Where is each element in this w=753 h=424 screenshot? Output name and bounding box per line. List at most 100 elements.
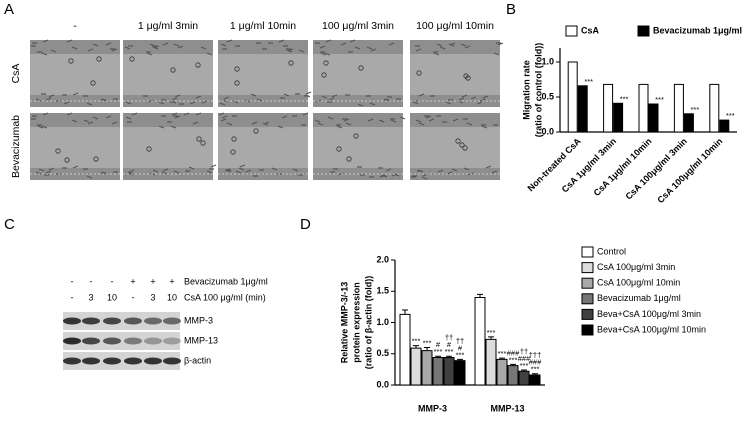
- legend-label: Beva+CsA 100μg/ml 10min: [597, 324, 706, 334]
- cell: [417, 169, 424, 173]
- panel-label: A: [4, 1, 14, 18]
- cell: [320, 52, 327, 56]
- cell: [436, 43, 443, 47]
- micrograph: [218, 39, 312, 107]
- legend-swatch: [581, 308, 594, 320]
- cell: [195, 95, 202, 99]
- cell: [42, 112, 49, 116]
- error-bar: [488, 336, 494, 340]
- significance-label: ***: [691, 105, 700, 114]
- bar: [399, 313, 411, 386]
- particle: [462, 145, 468, 151]
- particle: [170, 67, 176, 73]
- cell: [48, 94, 55, 98]
- panel-label: D: [300, 216, 311, 233]
- particle: [196, 136, 202, 142]
- cell: [340, 42, 347, 46]
- lane-label: 3: [88, 292, 93, 302]
- particle: [336, 146, 342, 152]
- legend-label: Control: [597, 246, 626, 256]
- x-tick-label: MMP-13: [490, 403, 524, 413]
- cell: [349, 39, 356, 43]
- cell: [485, 165, 492, 169]
- band: [63, 337, 81, 345]
- cell: [124, 46, 131, 50]
- cell: [298, 49, 305, 53]
- legend-swatch: [581, 277, 594, 289]
- cell: [218, 112, 225, 116]
- cell: [286, 49, 293, 53]
- bar: [683, 113, 694, 133]
- cell: [221, 115, 228, 119]
- cell: [87, 121, 94, 125]
- significance-label: ***: [531, 365, 540, 374]
- cell: [146, 52, 153, 56]
- micrograph: [410, 113, 500, 180]
- cell: [460, 43, 467, 47]
- cell: [476, 101, 483, 105]
- cell: [437, 169, 444, 173]
- column-header: 1 μg/ml 3min: [138, 20, 198, 32]
- cell: [463, 167, 470, 171]
- cell: [354, 46, 361, 50]
- significance-label: #: [436, 340, 441, 349]
- y-tick-label: 0.5: [541, 91, 554, 101]
- bar: [613, 102, 624, 133]
- significance-label: †††: [529, 351, 542, 360]
- cell: [226, 39, 233, 43]
- cell: [325, 39, 332, 43]
- cell: [170, 125, 177, 129]
- cell: [173, 43, 180, 47]
- cell: [324, 52, 331, 56]
- wound-area: [30, 54, 120, 95]
- particle: [353, 133, 359, 139]
- cell: [385, 168, 392, 172]
- cell: [370, 48, 377, 52]
- band: [103, 337, 121, 345]
- cell: [71, 119, 78, 123]
- error-bar: [521, 369, 527, 372]
- cell: [428, 118, 435, 122]
- micrograph: [123, 112, 217, 180]
- cell: [369, 102, 376, 106]
- panel-label: B: [506, 1, 516, 18]
- cell: [391, 173, 398, 177]
- cell: [45, 97, 52, 101]
- cell: [418, 93, 425, 97]
- cell: [367, 118, 374, 122]
- band: [82, 337, 100, 345]
- column-header: -: [73, 20, 77, 32]
- wound-area: [30, 127, 120, 168]
- particle: [346, 156, 352, 162]
- particle: [234, 80, 240, 86]
- error-bar: [532, 373, 538, 375]
- particle: [55, 148, 61, 154]
- wound-area: [218, 127, 308, 168]
- cell: [87, 48, 94, 52]
- column-header: 100 μg/ml 10min: [416, 20, 494, 32]
- micrograph: [218, 112, 309, 180]
- x-tick-label: MMP-3: [418, 403, 447, 413]
- micrograph: [313, 39, 403, 107]
- cell: [201, 100, 208, 104]
- cell: [448, 43, 455, 47]
- cell: [458, 97, 465, 101]
- cell: [66, 112, 73, 116]
- cell: [481, 125, 488, 129]
- y-axis-label: (ratio of β-actin (fold)): [363, 276, 373, 369]
- band: [82, 317, 100, 325]
- particle: [68, 58, 74, 64]
- blot-strip: [63, 312, 180, 330]
- legend-label: CsA: [581, 25, 600, 35]
- cell: [445, 101, 452, 105]
- band: [103, 357, 121, 365]
- cell: [86, 175, 93, 179]
- cell: [493, 52, 500, 56]
- cell: [162, 168, 169, 172]
- band: [124, 357, 142, 365]
- band: [163, 337, 181, 345]
- cell: [232, 100, 239, 104]
- particle: [231, 136, 237, 142]
- cell: [83, 119, 90, 123]
- particle: [234, 66, 240, 72]
